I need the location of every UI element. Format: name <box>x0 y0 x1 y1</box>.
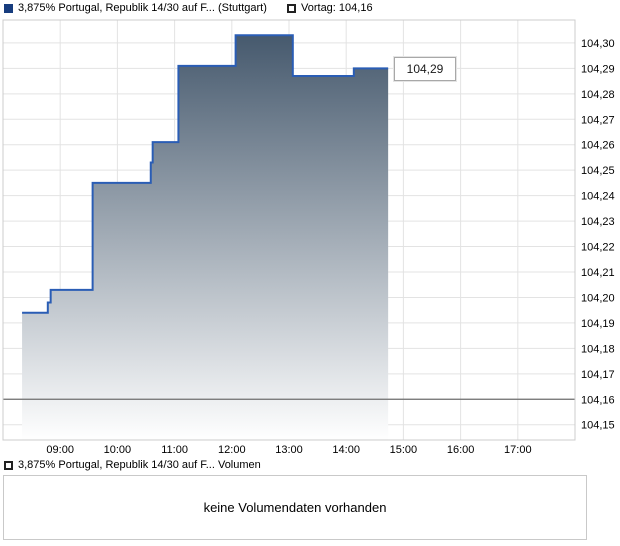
x-axis-tick-label: 10:00 <box>104 444 132 456</box>
x-axis-tick-label: 15:00 <box>390 444 418 456</box>
price-series-swatch-icon <box>4 3 13 13</box>
x-axis-tick-label: 09:00 <box>46 444 74 456</box>
y-axis-tick-label: 104,23 <box>581 216 615 228</box>
y-axis-tick-label: 104,16 <box>581 394 615 406</box>
y-axis-tick-label: 104,19 <box>581 318 615 330</box>
y-axis-tick-label: 104,30 <box>581 38 615 50</box>
y-axis-tick-label: 104,24 <box>581 191 615 203</box>
volume-panel: keine Volumendaten vorhanden <box>3 475 587 540</box>
legend-item-volume: 3,875% Portugal, Republik 14/30 auf F...… <box>4 459 261 471</box>
y-axis-tick-label: 104,26 <box>581 140 615 152</box>
y-axis-tick-label: 104,17 <box>581 369 615 381</box>
x-axis-tick-label: 16:00 <box>447 444 475 456</box>
y-axis-tick-label: 104,15 <box>581 420 615 432</box>
volume-chart-header: 3,875% Portugal, Republik 14/30 auf F...… <box>0 459 620 474</box>
legend-item-vortag: Vortag: 104,16 <box>287 2 373 14</box>
y-axis-tick-label: 104,21 <box>581 267 615 279</box>
vortag-swatch-icon <box>287 3 296 13</box>
y-axis-tick-label: 104,18 <box>581 343 615 355</box>
last-price-label: 104,29 <box>394 57 456 81</box>
x-axis-tick-label: 14:00 <box>332 444 360 456</box>
y-axis-tick-label: 104,20 <box>581 292 615 304</box>
volume-empty-message: keine Volumendaten vorhanden <box>203 500 387 515</box>
price-area-fill <box>22 35 389 440</box>
x-axis-tick-label: 12:00 <box>218 444 246 456</box>
x-axis-tick-label: 17:00 <box>504 444 532 456</box>
price-chart: 104,30 104,29 104,28 104,27 104,26 104,25 104,… <box>2 19 615 456</box>
y-axis-tick-label: 104,27 <box>581 114 615 126</box>
price-step-line <box>22 34 389 314</box>
volume-series-label: 3,875% Portugal, Republik 14/30 auf F...… <box>18 459 261 471</box>
vortag-label: Vortag: 104,16 <box>301 2 373 14</box>
y-axis-tick-label: 104,22 <box>581 242 615 254</box>
legend-item-price-series: 3,875% Portugal, Republik 14/30 auf F...… <box>4 2 267 14</box>
x-axis-tick-label: 13:00 <box>275 444 303 456</box>
x-axis-tick-label: 11:00 <box>161 444 188 456</box>
y-axis-tick-label: 104,28 <box>581 89 615 101</box>
y-axis-tick-label: 104,25 <box>581 165 615 177</box>
y-axis-tick-label: 104,29 <box>581 63 615 75</box>
plot-border <box>2 19 576 441</box>
price-series-label: 3,875% Portugal, Republik 14/30 auf F...… <box>18 2 267 14</box>
volume-series-swatch-icon <box>4 460 13 470</box>
chart-legend: 3,875% Portugal, Republik 14/30 auf F...… <box>0 2 620 18</box>
